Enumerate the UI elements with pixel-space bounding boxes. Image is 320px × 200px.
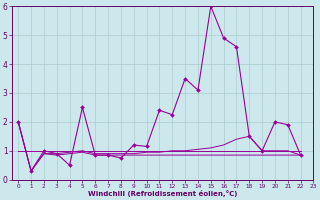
- X-axis label: Windchill (Refroidissement éolien,°C): Windchill (Refroidissement éolien,°C): [88, 190, 237, 197]
